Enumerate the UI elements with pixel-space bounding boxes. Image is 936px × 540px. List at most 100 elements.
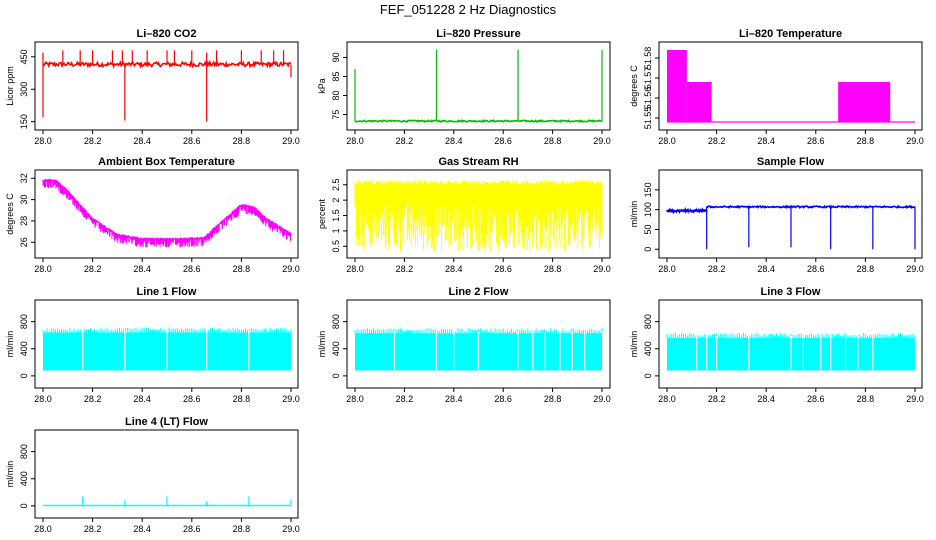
x-tick-label: 28.6 [183,136,201,146]
x-tick-label: 28.4 [133,264,151,274]
x-tick-label: 28.0 [346,264,364,274]
y-tick-label: 50 [643,224,653,234]
data-band [667,50,687,122]
y-tick-label: 100 [643,202,653,217]
chart-title: Line 3 Flow [761,286,821,298]
x-tick-label: 28.4 [757,394,775,404]
y-axis-label: degrees C [5,193,15,235]
chart-title: Li–820 Temperature [739,28,842,40]
plot-frame [34,299,299,389]
figure-title: FEF_051228 2 Hz Diagnostics [380,2,557,17]
chart-title: Li–820 CO2 [137,28,197,40]
chart-title: Gas Stream RH [438,156,518,168]
x-tick-label: 28.4 [133,524,151,534]
y-tick-label: 0 [19,373,29,378]
chart-panel: Li–820 Pressure kPa 28.0 28.2 28.4 28.6 28.8 29… [317,28,611,146]
y-tick-label: 400 [19,341,29,356]
y-tick-label: 0 [643,373,653,378]
y-tick-label: 85 [331,71,341,81]
y-axis-label: kPa [317,78,327,94]
y-tick-label: 800 [19,314,29,329]
chart-title: Li–820 Pressure [436,28,520,40]
plot-frame [346,41,611,131]
y-tick-label: 0 [643,247,653,252]
x-tick-label: 28.8 [544,394,562,404]
y-tick-label: 1 [331,228,341,233]
x-tick-label: 28.2 [84,264,102,274]
y-tick-label: 2 [331,198,341,203]
x-tick-label: 29.0 [906,394,924,404]
chart-title: Line 2 Flow [449,286,509,298]
y-tick-label: 51.55 [643,107,653,130]
plot-frame [346,169,611,259]
data-band [838,82,891,122]
x-tick-label: 28.2 [708,136,726,146]
x-tick-label: 28.8 [857,264,875,274]
x-tick-label: 28.6 [494,394,512,404]
plot-frame [346,299,611,389]
chart-panel: Li–820 CO2 Licor ppm 28.0 28.2 28.4 28.6 28.8 2… [5,28,300,146]
x-tick-label: 29.0 [282,524,300,534]
x-tick-label: 28.0 [34,136,52,146]
y-axis-label: ml/min [5,331,15,358]
x-tick-label: 29.0 [282,136,300,146]
plot-frame [34,41,299,131]
y-axis-label: degrees C [629,65,639,107]
x-tick-label: 28.2 [84,394,102,404]
y-tick-label: 400 [19,471,29,486]
y-tick-label: 80 [331,91,341,101]
x-tick-label: 28.2 [396,264,414,274]
x-tick-label: 29.0 [906,136,924,146]
x-tick-label: 28.8 [544,136,562,146]
chart-panel: Line 2 Flow ml/min 28.0 28.2 28.4 28.6 28.8 29.… [317,286,611,404]
y-tick-label: 0 [331,373,341,378]
y-axis-label: ml/min [629,201,639,228]
x-tick-label: 28.2 [708,264,726,274]
y-tick-label: 51.57 [643,67,653,90]
y-tick-label: 800 [331,314,341,329]
y-axis-label: ml/min [629,331,639,358]
x-tick-label: 29.0 [593,264,611,274]
x-tick-label: 28.6 [807,136,825,146]
y-tick-label: 300 [19,82,29,97]
x-tick-label: 28.8 [233,136,251,146]
plot-frame [658,169,923,259]
y-tick-label: 30 [19,195,29,205]
x-tick-label: 28.8 [233,394,251,404]
y-tick-label: 800 [643,314,653,329]
chart-panel: Sample Flow ml/min 28.0 28.2 28.4 28.6 28.8 29.… [629,156,924,274]
y-tick-label: 51.58 [643,47,653,70]
y-tick-label: 51.56 [643,87,653,110]
y-axis-label: ml/min [5,461,15,488]
x-tick-label: 28.0 [658,264,676,274]
y-tick-label: 800 [19,444,29,459]
y-tick-label: 400 [643,341,653,356]
y-tick-label: 150 [643,182,653,197]
x-tick-label: 28.0 [658,136,676,146]
y-tick-label: 90 [331,52,341,62]
y-axis-label: ml/min [317,331,327,358]
x-tick-label: 29.0 [282,264,300,274]
data-series [354,119,603,124]
data-upper-noise [354,328,603,334]
chart-title: Line 1 Flow [137,286,197,298]
x-tick-label: 28.2 [84,524,102,534]
panels-container: Li–820 CO2 Licor ppm 28.0 28.2 28.4 28.6 28.8 2… [5,28,924,534]
plot-frame [34,169,299,259]
x-tick-label: 28.8 [233,524,251,534]
data-series [354,180,603,253]
y-tick-label: 2.5 [331,179,341,192]
x-tick-label: 29.0 [593,394,611,404]
chart-panel: Line 4 (LT) Flow ml/min 28.0 28.2 28.4 28.6 28… [5,416,300,534]
x-tick-label: 28.6 [494,136,512,146]
x-tick-label: 29.0 [282,394,300,404]
x-tick-label: 28.4 [133,136,151,146]
data-series [706,204,916,210]
x-tick-label: 28.2 [396,394,414,404]
y-tick-label: 32 [19,173,29,183]
chart-panel: Line 3 Flow ml/min 28.0 28.2 28.4 28.6 28.8 29.… [629,286,924,404]
x-tick-label: 28.0 [34,394,52,404]
x-tick-label: 28.4 [445,394,463,404]
y-tick-label: 1.5 [331,209,341,222]
x-tick-label: 28.2 [396,136,414,146]
